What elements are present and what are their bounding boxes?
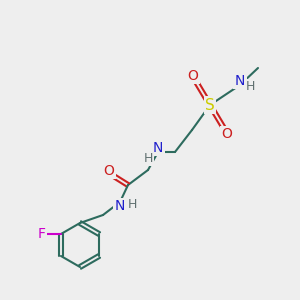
Text: N: N (115, 199, 125, 213)
Text: H: H (245, 80, 255, 94)
Text: S: S (205, 98, 215, 112)
Text: O: O (188, 69, 198, 83)
Text: N: N (235, 74, 245, 88)
Text: H: H (143, 152, 153, 164)
Text: N: N (153, 141, 163, 155)
Text: F: F (38, 227, 46, 241)
Text: H: H (127, 197, 137, 211)
Text: O: O (103, 164, 114, 178)
Text: O: O (222, 127, 232, 141)
